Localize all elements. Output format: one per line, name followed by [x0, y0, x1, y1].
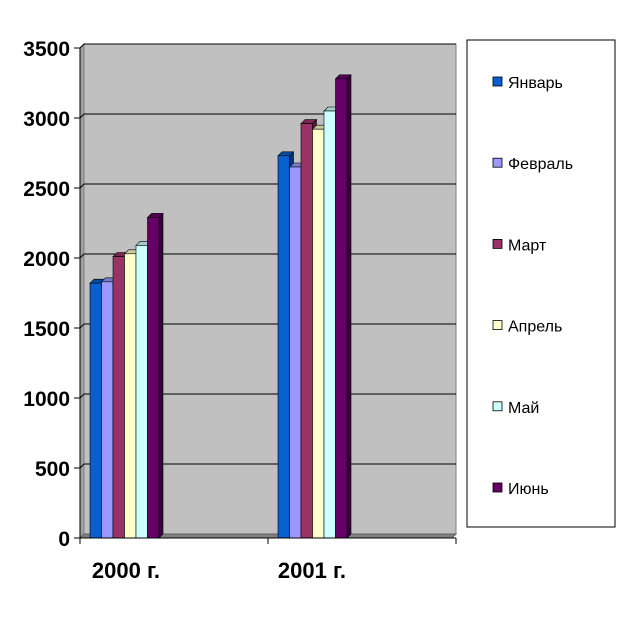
bar-front [323, 110, 336, 539]
legend-swatch [492, 157, 503, 168]
legend-item: Июнь [492, 481, 549, 498]
bar-side [158, 212, 164, 539]
bar [334, 74, 352, 539]
bar-front [101, 281, 114, 539]
legend-label: Март [508, 237, 547, 254]
x-axis-category-labels: 2000 г. 2001 г. [92, 558, 346, 583]
bar-front [135, 245, 148, 539]
legend-swatch [492, 320, 503, 331]
legend-swatch [492, 482, 503, 493]
gridline-diagonal [79, 463, 85, 469]
bar-front [147, 217, 160, 539]
bar [146, 212, 164, 539]
y-tick-label: 2500 [23, 178, 70, 201]
y-tick-label: 2000 [23, 248, 70, 271]
y-tick-label: 1500 [23, 318, 70, 341]
legend-swatch [492, 76, 503, 87]
legend-item: Февраль [492, 156, 573, 173]
legend-label: Январь [508, 75, 563, 92]
bars [89, 74, 352, 539]
gridline-diagonal [79, 43, 85, 49]
legend-item: Май [492, 400, 539, 417]
y-tick-label: 1000 [23, 388, 70, 411]
legend-item: Март [492, 237, 547, 254]
bar-side [346, 74, 352, 539]
y-tick-label: 500 [35, 458, 70, 481]
bar-front [112, 256, 125, 539]
legend: Январь Февраль Март Апрель Май Июнь [466, 39, 616, 528]
gridline-diagonal [79, 253, 85, 259]
legend-label: Апрель [508, 319, 562, 336]
bar-front [335, 78, 348, 539]
legend-item: Январь [492, 75, 563, 92]
gridline-diagonal [79, 323, 85, 329]
gridline-diagonal [79, 183, 85, 189]
x-category-label: 2001 г. [278, 558, 346, 583]
legend-swatch [492, 238, 503, 249]
y-tick-label: 3000 [23, 108, 70, 131]
bar-front [300, 123, 313, 539]
y-axis-tick-labels: 0 500 1000 1500 2000 2500 3000 3500 [23, 38, 70, 551]
gridline-diagonal [79, 393, 85, 399]
axes [74, 47, 457, 544]
gridline-diagonal [79, 113, 85, 119]
bar-front [289, 166, 302, 539]
legend-label: Май [508, 400, 539, 417]
legend-label: Июнь [508, 481, 549, 498]
bar-front [89, 282, 102, 539]
y-tick-label: 3500 [23, 38, 70, 61]
bar-front [312, 128, 325, 539]
bar-front [277, 155, 290, 539]
bar-front [124, 253, 137, 539]
legend-box [466, 39, 616, 528]
legend-label: Февраль [508, 156, 573, 173]
legend-swatch [492, 401, 503, 412]
y-tick-label: 0 [58, 528, 70, 551]
legend-item: Апрель [492, 319, 562, 336]
x-category-label: 2000 г. [92, 558, 160, 583]
